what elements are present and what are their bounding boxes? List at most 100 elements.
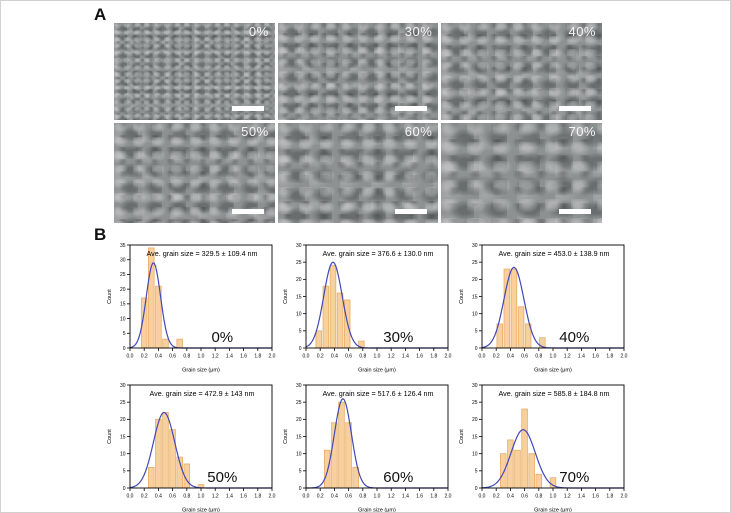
svg-text:0.0: 0.0	[127, 494, 134, 500]
svg-text:0: 0	[123, 346, 126, 352]
svg-text:25: 25	[296, 400, 302, 406]
svg-text:15: 15	[472, 294, 478, 300]
svg-text:0: 0	[123, 486, 126, 492]
svg-text:1.8: 1.8	[254, 494, 261, 500]
svg-text:0.4: 0.4	[507, 354, 514, 360]
svg-text:0.6: 0.6	[345, 494, 352, 500]
svg-text:1.4: 1.4	[226, 354, 233, 360]
svg-text:20: 20	[120, 417, 126, 423]
svg-text:5: 5	[299, 469, 302, 475]
svg-text:0.6: 0.6	[521, 354, 528, 360]
svg-text:1.2: 1.2	[212, 354, 219, 360]
svg-text:1.4: 1.4	[578, 494, 585, 500]
svg-text:5: 5	[475, 469, 478, 475]
svg-text:0.2: 0.2	[493, 494, 500, 500]
svg-text:0%: 0%	[211, 329, 233, 346]
scale-bar	[231, 106, 264, 111]
svg-text:30: 30	[296, 383, 302, 389]
scale-bar	[395, 209, 428, 214]
svg-text:0.2: 0.2	[317, 354, 324, 360]
svg-text:70%: 70%	[559, 469, 589, 486]
svg-text:1.2: 1.2	[564, 494, 571, 500]
svg-text:1.6: 1.6	[592, 494, 599, 500]
svg-text:0.2: 0.2	[493, 354, 500, 360]
svg-text:10: 10	[472, 451, 478, 457]
svg-text:0: 0	[299, 486, 302, 492]
svg-text:25: 25	[120, 400, 126, 406]
svg-text:0.8: 0.8	[183, 354, 190, 360]
svg-text:Grain size (μm): Grain size (μm)	[358, 368, 396, 374]
svg-text:15: 15	[120, 302, 126, 308]
svg-text:35: 35	[120, 243, 126, 249]
panel-b-label: B	[94, 225, 107, 244]
svg-text:10: 10	[120, 316, 126, 322]
svg-text:1.0: 1.0	[374, 354, 381, 360]
svg-text:0.4: 0.4	[155, 354, 162, 360]
svg-text:1.2: 1.2	[388, 494, 395, 500]
svg-text:1.6: 1.6	[240, 354, 247, 360]
svg-text:50%: 50%	[207, 469, 237, 486]
svg-text:0.4: 0.4	[331, 494, 338, 500]
sem-micrograph-60pct: 60%	[277, 123, 439, 223]
svg-text:10: 10	[296, 451, 302, 457]
svg-text:0.2: 0.2	[141, 494, 148, 500]
svg-text:1.6: 1.6	[416, 354, 423, 360]
svg-text:30: 30	[472, 243, 478, 249]
svg-text:1.0: 1.0	[198, 494, 205, 500]
scale-bar	[559, 209, 591, 214]
svg-text:0.0: 0.0	[479, 494, 486, 500]
svg-text:1.2: 1.2	[388, 354, 395, 360]
svg-text:0.6: 0.6	[169, 494, 176, 500]
svg-text:Count: Count	[107, 289, 113, 304]
svg-text:0.4: 0.4	[331, 354, 338, 360]
svg-text:0.4: 0.4	[507, 494, 514, 500]
svg-text:30: 30	[120, 258, 126, 264]
sem-percent-label: 60%	[404, 124, 433, 139]
svg-text:0.0: 0.0	[127, 354, 134, 360]
svg-text:Count: Count	[107, 429, 113, 444]
svg-text:0.0: 0.0	[479, 354, 486, 360]
svg-text:2.0: 2.0	[269, 354, 276, 360]
svg-text:2.0: 2.0	[269, 494, 276, 500]
svg-text:Ave. grain size = 472.9 ± 143: Ave. grain size = 472.9 ± 143 nm	[149, 389, 254, 398]
svg-text:Count: Count	[459, 289, 465, 304]
svg-text:Ave. grain size = 453.0 ± 138.: Ave. grain size = 453.0 ± 138.9 nm	[498, 249, 609, 258]
sem-percent-label: 0%	[248, 24, 269, 39]
svg-text:1.0: 1.0	[198, 354, 205, 360]
svg-text:5: 5	[299, 329, 302, 335]
svg-text:0.2: 0.2	[141, 354, 148, 360]
sem-percent-label: 70%	[568, 124, 596, 139]
svg-text:30: 30	[472, 383, 478, 389]
svg-text:1.8: 1.8	[254, 354, 261, 360]
svg-text:1.6: 1.6	[592, 354, 599, 360]
sem-micrograph-30pct: 30%	[277, 23, 439, 120]
svg-text:1.4: 1.4	[578, 354, 585, 360]
svg-text:1.0: 1.0	[374, 494, 381, 500]
panel-a-label: A	[94, 5, 107, 24]
svg-text:0.6: 0.6	[345, 354, 352, 360]
svg-text:Grain size (μm): Grain size (μm)	[534, 368, 572, 374]
svg-text:1.2: 1.2	[564, 354, 571, 360]
svg-text:Grain size (μm): Grain size (μm)	[182, 368, 220, 374]
svg-text:0.2: 0.2	[317, 494, 324, 500]
histogram-chart-0pct: 0.0 0.2 0.4 0.6 0.8 1.0 1.2 1.4 1.6 1.8 2.0 0 5 10 15 2…	[103, 238, 279, 374]
svg-text:0.6: 0.6	[169, 354, 176, 360]
svg-text:0.0: 0.0	[303, 354, 310, 360]
svg-text:0.0: 0.0	[303, 494, 310, 500]
svg-text:30: 30	[120, 383, 126, 389]
svg-text:0: 0	[299, 346, 302, 352]
svg-text:1.8: 1.8	[606, 494, 613, 500]
svg-text:25: 25	[296, 260, 302, 266]
svg-text:0.8: 0.8	[359, 354, 366, 360]
svg-text:0: 0	[475, 486, 478, 492]
svg-text:15: 15	[120, 434, 126, 440]
sem-micrograph-grid: 0% 30% 40% 50% 60% 70%	[114, 23, 602, 223]
svg-text:1.4: 1.4	[402, 494, 409, 500]
svg-text:0.6: 0.6	[521, 494, 528, 500]
svg-text:0.8: 0.8	[359, 494, 366, 500]
svg-text:1.8: 1.8	[430, 494, 437, 500]
svg-text:2.0: 2.0	[445, 354, 452, 360]
svg-text:1.8: 1.8	[606, 354, 613, 360]
histogram-chart-30pct: 0.0 0.2 0.4 0.6 0.8 1.0 1.2 1.4 1.6 1.8 2.0 0 5 10 15 2…	[279, 238, 455, 374]
